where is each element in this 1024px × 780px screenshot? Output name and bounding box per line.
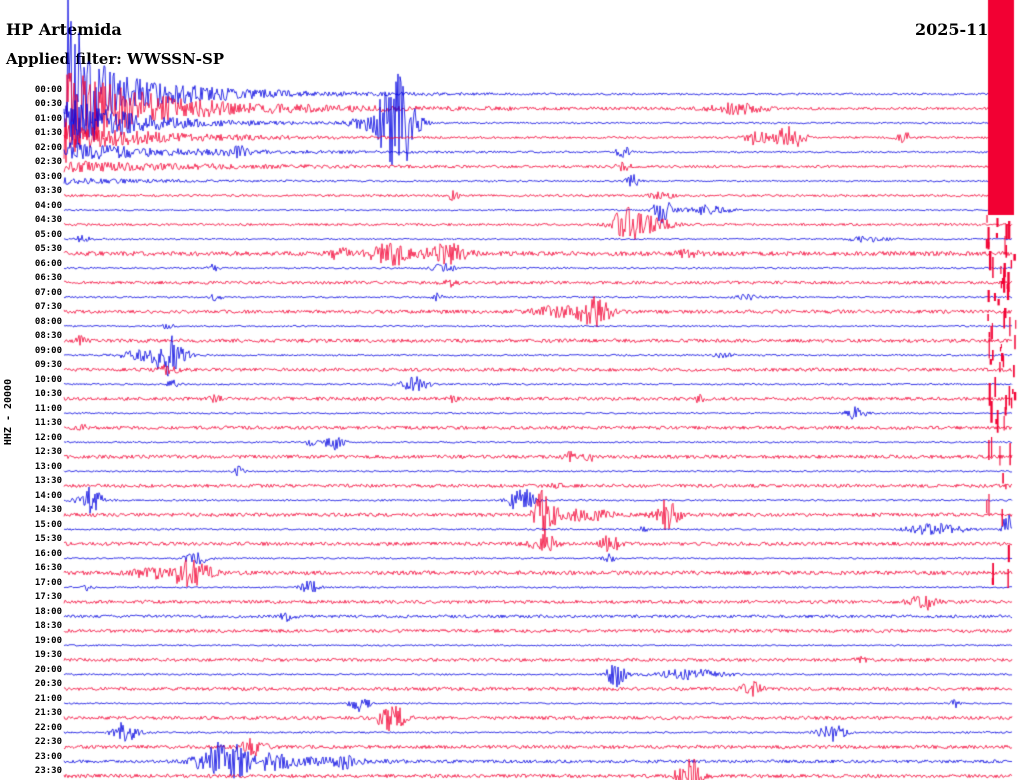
time-label: 18:30	[34, 621, 62, 632]
time-label: 12:30	[34, 447, 62, 458]
time-label: 13:30	[34, 476, 62, 487]
time-label: 06:30	[34, 273, 62, 284]
time-label: 22:30	[34, 737, 62, 748]
time-label: 00:30	[34, 99, 62, 109]
time-label: 23:00	[34, 751, 62, 762]
time-label: 14:30	[34, 505, 62, 516]
date-label: 2025-11	[915, 20, 989, 39]
time-label: 19:00	[34, 635, 62, 646]
time-label: 07:30	[34, 302, 62, 313]
time-label: 20:00	[34, 664, 62, 675]
time-label: 07:00	[34, 287, 62, 298]
time-label: 17:30	[34, 592, 62, 603]
time-label: 23:30	[34, 766, 62, 777]
time-label: 01:00	[34, 113, 62, 124]
time-label: 13:00	[34, 461, 62, 472]
time-label: 19:30	[34, 650, 62, 661]
time-label: 11:00	[34, 403, 62, 414]
time-label: 09:30	[34, 360, 62, 371]
time-label: 17:00	[34, 577, 62, 588]
time-label: 16:30	[34, 563, 62, 574]
time-label: 05:30	[34, 244, 62, 255]
time-label: 06:00	[34, 258, 62, 269]
time-label: 10:00	[34, 374, 62, 385]
time-label: 21:30	[34, 708, 62, 719]
time-label: 22:00	[34, 722, 62, 733]
time-label: 04:00	[34, 200, 62, 211]
time-label: 03:00	[34, 171, 62, 182]
time-label: 03:30	[34, 186, 62, 197]
time-label: 15:30	[34, 534, 62, 545]
time-label: 08:00	[34, 316, 62, 327]
time-label: 15:00	[34, 519, 62, 530]
time-label: 10:30	[34, 389, 62, 400]
time-label: 01:30	[34, 128, 62, 139]
time-label: 08:30	[34, 331, 62, 342]
time-label: 12:00	[34, 432, 62, 443]
time-label: 05:00	[34, 229, 62, 240]
time-label: 02:00	[34, 142, 62, 153]
time-label: 20:30	[34, 679, 62, 690]
time-label: 02:30	[34, 157, 62, 168]
time-label: 11:30	[34, 418, 62, 429]
time-label: 21:00	[34, 693, 62, 704]
time-label: 00:00	[34, 84, 62, 95]
time-label: 16:00	[34, 548, 62, 559]
time-label: 04:30	[34, 215, 62, 226]
time-label: 09:00	[34, 345, 62, 356]
time-labels: 00:00 00:30 01:00 01:30 02:00 02:30 03:00 03:30…	[0, 0, 62, 780]
time-label: 18:00	[34, 606, 62, 617]
time-label: 14:00	[34, 490, 62, 501]
